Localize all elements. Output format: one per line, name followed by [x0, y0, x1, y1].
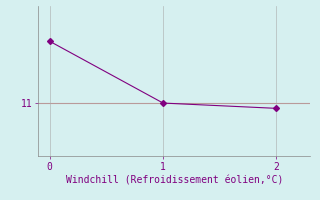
X-axis label: Windchill (Refroidissement éolien,°C): Windchill (Refroidissement éolien,°C): [66, 176, 283, 186]
